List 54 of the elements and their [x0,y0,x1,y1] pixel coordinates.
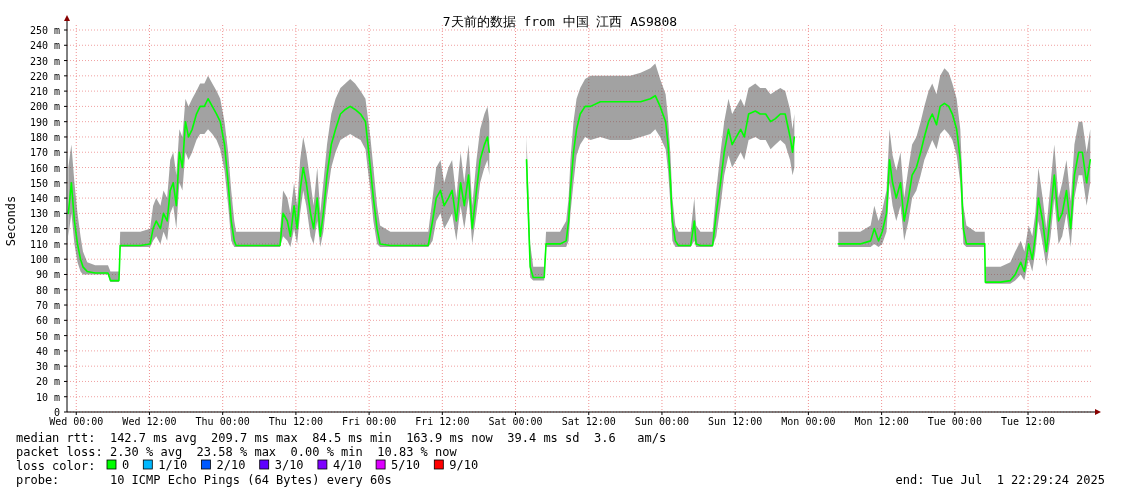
legend-label: 2/10 [216,458,246,472]
y-tick-label: 200 m [29,101,60,113]
y-tick-label: 140 m [29,193,60,205]
y-tick-label: 220 m [29,70,60,82]
y-tick-label: 10 m [35,391,60,403]
text: median rtt: 142.7 ms avg 209.7 ms max 84.5 ms min 163.9 ms now 39.4 ms sd 3.6 am/s [16,431,667,445]
legend-label: 1/10 [158,458,188,472]
x-tick-label: Mon 12:00 [854,416,909,427]
y-tick-label: 20 m [35,376,60,388]
y-tick-label: 110 m [29,238,60,250]
y-tick-label: 160 m [29,162,60,174]
y-tick-label: 170 m [29,147,60,159]
y-axis-title: Seconds [4,195,18,247]
legend-label: 0 [122,458,130,472]
y-tick-label: 180 m [29,131,60,143]
y-tick-label: 120 m [29,223,60,235]
chart-title: 7天前的数据 from 中国 江西 AS9808 [442,14,678,29]
x-tick-label: Sun 12:00 [708,416,763,427]
y-tick-label: 70 m [35,300,60,312]
y-tick-label: 90 m [35,269,60,281]
text: probe: 10 ICMP Echo Pings (64 Bytes) every 60s [16,473,392,487]
y-tick-label: 190 m [29,116,60,128]
legend-label: 9/10 [449,458,479,472]
y-tick-label: 50 m [35,330,60,342]
y-tick-label: 210 m [29,86,60,98]
x-tick-label: Thu 00:00 [195,416,250,427]
y-tick-label: 150 m [29,177,60,189]
x-tick-label: Fri 12:00 [415,416,470,427]
x-tick-label: Sat 00:00 [488,416,543,427]
x-tick-label: Sat 12:00 [561,416,616,427]
y-tick-label: 130 m [29,208,60,220]
x-tick-label: Wed 00:00 [49,416,104,427]
text: end: Tue Jul 1 22:29:24 2025 [895,473,1105,487]
x-tick-label: Sun 00:00 [634,416,690,427]
y-tick-label: 250 m [29,25,60,36]
legend-label: 3/10 [274,458,304,472]
y-tick-label: 240 m [29,40,60,52]
x-tick-label: Wed 12:00 [122,416,177,427]
x-tick-label: Mon 00:00 [781,416,836,427]
y-tick-label: 60 m [35,315,60,327]
legend-title: loss color: [16,459,96,473]
y-tick-label: 80 m [35,284,60,296]
x-tick-label: Thu 12:00 [268,416,323,427]
text: packet loss: 2.30 % avg 23.58 % max 0.00 % min 10.83 % now [16,445,458,459]
y-tick-label: 100 m [29,254,60,266]
x-tick-label: Tue 12:00 [1000,416,1056,427]
legend-label: 4/10 [332,458,362,472]
x-tick-label: Fri 00:00 [342,416,397,427]
x-tick-label: Tue 00:00 [927,416,982,427]
y-tick-label: 30 m [35,361,60,373]
legend-label: 5/10 [391,458,421,472]
y-tick-label: 0 [53,407,60,418]
y-tick-label: 230 m [29,55,60,67]
y-tick-label: 40 m [35,345,60,357]
